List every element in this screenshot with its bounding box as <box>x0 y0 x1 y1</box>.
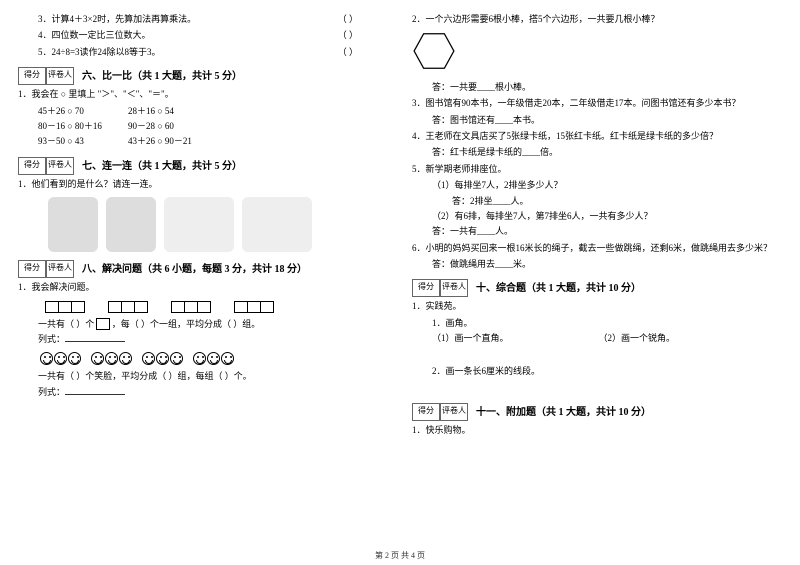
score-box: 得分 <box>18 67 46 85</box>
q10-1: 1．实践苑。 <box>412 299 782 313</box>
q3: 3．图书馆有90本书，一年级借走20本，二年级借走17本。问图书馆还有多少本书？ <box>412 96 782 110</box>
q5-1: （1）每排坐7人，2排坐多少人？ <box>412 178 782 192</box>
cmp: 45＋26 ○ 70 <box>38 104 128 118</box>
q6-ans: 答：做跳绳用去____米。 <box>412 257 782 271</box>
q4-ans: 答：红卡纸是绿卡纸的____倍。 <box>412 145 782 159</box>
score-row-8: 得分 评卷人 八、解决问题（共 6 小题，每题 3 分，共计 18 分） <box>18 260 388 278</box>
score-box: 得分 <box>18 157 46 175</box>
text: 一共有（ ）个笑脸，平均分成（ ）组，每组（ ）个。 <box>18 369 388 383</box>
blank-line <box>65 386 125 395</box>
item-text: 计算4＋3×2时，先算加法再算乘法。 <box>52 14 197 24</box>
grader-box: 评卷人 <box>46 157 74 175</box>
page-footer: 第 2 页 共 4 页 <box>0 550 800 561</box>
formula-label: 列式： <box>38 334 65 344</box>
item-text: 四位数一定比三位数大。 <box>52 30 151 40</box>
q5-2-ans: 答：一共有____人。 <box>412 224 782 238</box>
text: ，每（ ）个一组，平均分成（ ）组。 <box>112 319 261 329</box>
item-num: 3． <box>38 14 52 24</box>
score-row-7: 得分 评卷人 七、连一连（共 1 大题，共计 5 分） <box>18 157 388 175</box>
grader-box: 评卷人 <box>46 67 74 85</box>
square-icon <box>96 318 110 330</box>
grader-box: 评卷人 <box>440 279 468 297</box>
q5-2: （2）有6排，每排坐7人，第7排坐6人，一共有多少人？ <box>412 209 782 223</box>
q10-1b: （2）画一个锐角。 <box>599 331 676 345</box>
section-6-title: 六、比一比（共 1 大题，共计 5 分） <box>82 69 242 85</box>
connect-figure <box>48 197 388 252</box>
q6: 6．小明的妈妈买回来一根16米长的绳子，截去一些做跳绳，还剩6米，做跳绳用去多少… <box>412 241 782 255</box>
q7-1: 1．他们看到的是什么？请连一连。 <box>18 177 388 191</box>
q2-ans: 答：一共要____根小棒。 <box>412 80 782 94</box>
paren: （ ） <box>338 28 358 42</box>
section-11-title: 十一、附加题（共 1 大题，共计 10 分） <box>476 405 651 421</box>
score-row-6: 得分 评卷人 六、比一比（共 1 大题，共计 5 分） <box>18 67 388 85</box>
q2: 2．一个六边形需要6根小棒，搭5个六边形，一共要几根小棒？ <box>412 12 782 26</box>
item-text: 24÷8=3读作24除以8等于3。 <box>52 47 161 57</box>
q10-1a: （1）画一个直角。 <box>432 331 509 345</box>
children-icon <box>48 197 98 252</box>
cmp: 80－16 ○ 80＋16 <box>38 119 128 133</box>
blank-line <box>65 333 125 342</box>
section-10-title: 十、综合题（共 1 大题，共计 10 分） <box>476 281 641 297</box>
cmp: 28＋16 ○ 54 <box>128 104 218 118</box>
q5: 5．新学期老师排座位。 <box>412 162 782 176</box>
hexagon-icon <box>412 32 456 70</box>
score-row-10: 得分 评卷人 十、综合题（共 1 大题，共计 10 分） <box>412 279 782 297</box>
paren: （ ） <box>338 12 358 26</box>
q3-ans: 答：图书馆还有____本书。 <box>412 113 782 127</box>
q11-1: 1．快乐购物。 <box>412 423 782 437</box>
q10-1-1: 1．画角。 <box>412 316 782 330</box>
score-box: 得分 <box>412 279 440 297</box>
smiley-groups <box>40 352 388 365</box>
objects-icon <box>242 197 312 252</box>
q8-1: 1．我会解决问题。 <box>18 280 388 294</box>
q10-2: 2．画一条长6厘米的线段。 <box>412 364 782 378</box>
grader-box: 评卷人 <box>440 403 468 421</box>
objects-icon <box>164 197 234 252</box>
formula-label: 列式： <box>38 387 65 397</box>
item-num: 5． <box>38 47 52 57</box>
children-icon <box>106 197 156 252</box>
cmp: 93－50 ○ 43 <box>38 134 128 148</box>
q4: 4．王老师在文具店买了5张绿卡纸，15张红卡纸。红卡纸是绿卡纸的多少倍？ <box>412 129 782 143</box>
cmp: 43＋26 ○ 90－21 <box>128 134 218 148</box>
score-box: 得分 <box>18 260 46 278</box>
score-row-11: 得分 评卷人 十一、附加题（共 1 大题，共计 10 分） <box>412 403 782 421</box>
q6-1: 1．我会在 ○ 里填上 "＞"、"＜"、"＝"。 <box>18 87 388 101</box>
text: 一共有（ ）个 <box>38 319 94 329</box>
item-num: 4． <box>38 30 52 40</box>
grader-box: 评卷人 <box>46 260 74 278</box>
cmp: 90－28 ○ 60 <box>128 119 218 133</box>
score-box: 得分 <box>412 403 440 421</box>
paren: （ ） <box>338 45 358 59</box>
section-8-title: 八、解决问题（共 6 小题，每题 3 分，共计 18 分） <box>82 262 307 278</box>
q5-1-ans: 答：2排坐____人。 <box>412 194 782 208</box>
box-groups <box>46 301 388 313</box>
section-7-title: 七、连一连（共 1 大题，共计 5 分） <box>82 159 242 175</box>
